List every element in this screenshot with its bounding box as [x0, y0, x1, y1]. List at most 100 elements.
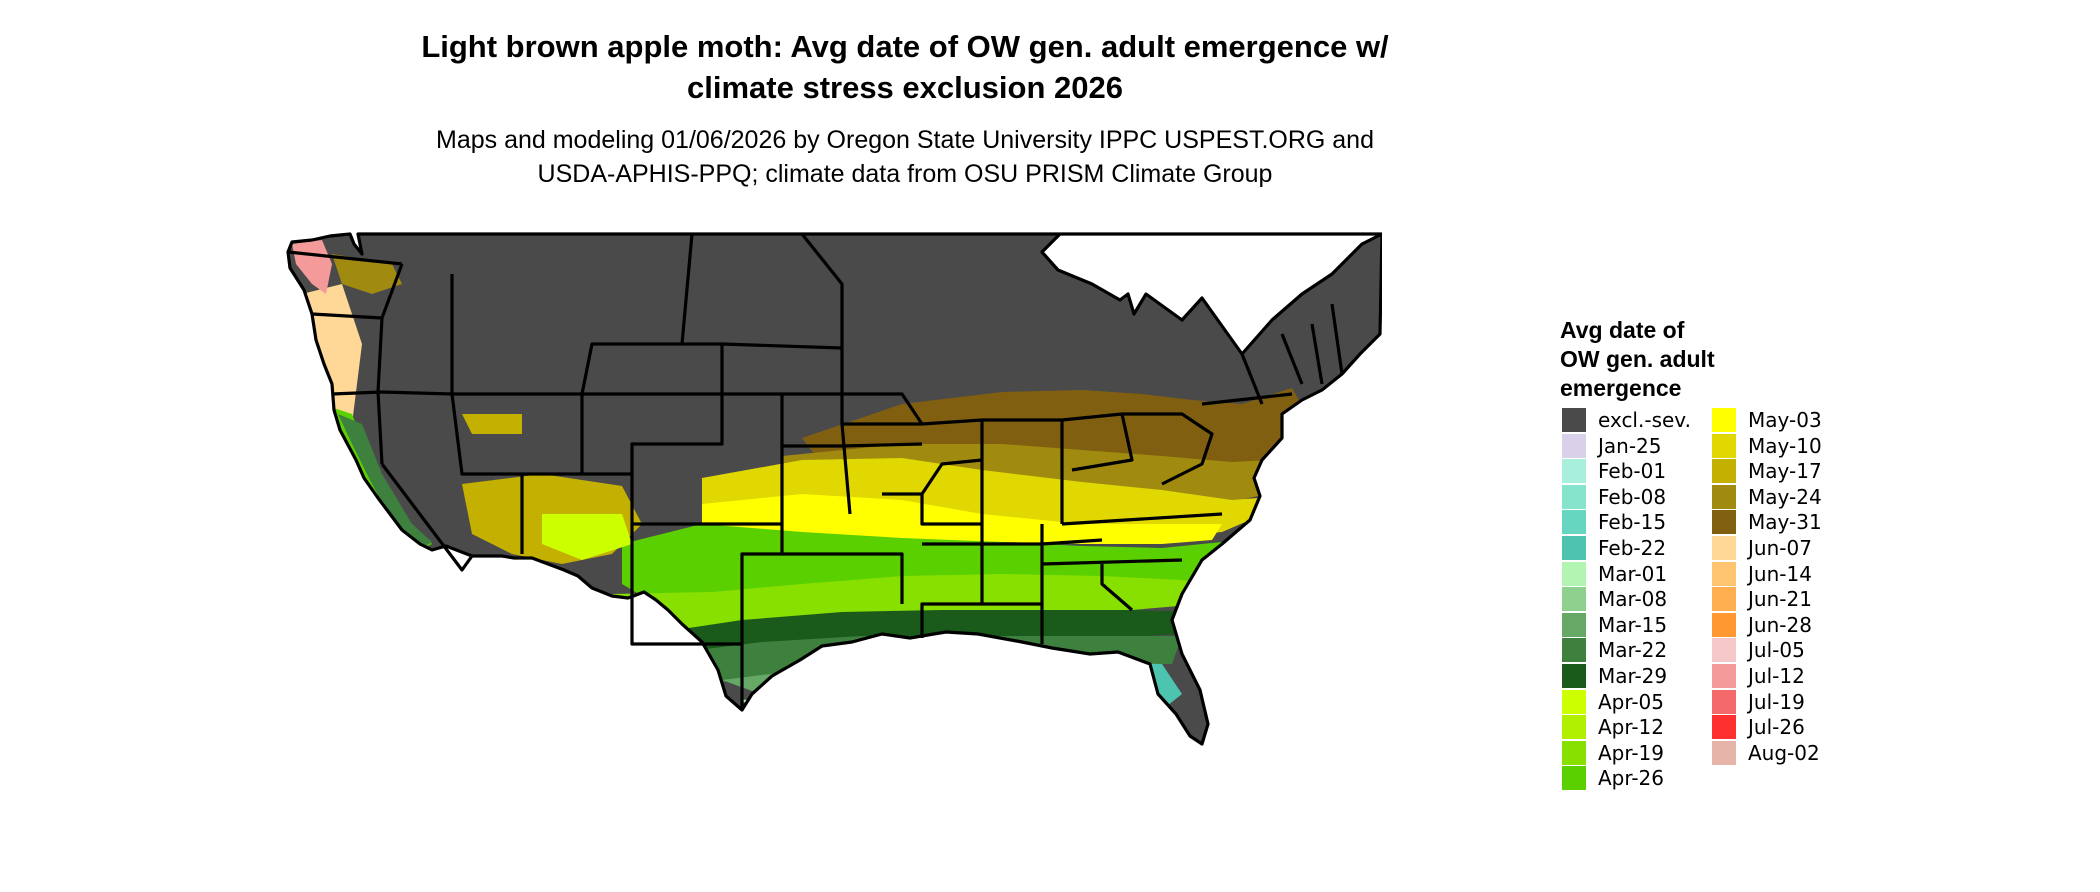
legend-item: Jul-26 [1710, 715, 1860, 741]
legend-label: Apr-26 [1598, 766, 1664, 791]
legend-label: May-24 [1748, 484, 1822, 509]
legend-label: May-17 [1748, 459, 1822, 484]
legend-swatch [1562, 638, 1586, 663]
legend-swatch [1562, 561, 1586, 586]
legend-swatch [1712, 612, 1736, 637]
legend-swatch [1562, 433, 1586, 458]
legend-item: Mar-22 [1560, 638, 1710, 664]
legend-swatch [1712, 459, 1736, 484]
band-west-mar-22 [338, 414, 432, 550]
legend-item: Feb-15 [1560, 510, 1710, 536]
legend-swatch [1562, 612, 1586, 637]
legend-label: Jun-28 [1748, 612, 1812, 637]
legend-item: Mar-15 [1560, 612, 1710, 639]
legend-label: May-10 [1748, 433, 1822, 458]
legend-item: excl.-sev. [1560, 408, 1710, 434]
map-subtitle: Maps and modeling 01/06/2026 by Oregon S… [300, 123, 1510, 191]
band-mar-01 [742, 686, 1172, 730]
legend-label: Jul-26 [1748, 715, 1805, 740]
legend-swatch [1712, 484, 1736, 509]
legend-item: May-24 [1710, 484, 1860, 511]
legend-label: Jul-12 [1748, 663, 1805, 688]
legend-item: Mar-08 [1560, 587, 1710, 613]
legend-label: Jun-14 [1748, 561, 1812, 586]
legend-swatch [1712, 408, 1736, 432]
band-nw-may-24 [332, 254, 402, 294]
legend-swatch [1562, 715, 1586, 740]
legend-item: Jun-07 [1710, 535, 1860, 562]
legend-item: Feb-22 [1560, 535, 1710, 562]
us-map [286, 232, 1382, 864]
legend-swatch [1562, 408, 1586, 432]
band-may-03 [702, 494, 1222, 544]
legend-item: May-31 [1710, 510, 1860, 536]
legend-label: Jul-05 [1748, 638, 1805, 663]
legend-label: Mar-01 [1598, 561, 1668, 586]
legend-item: Jan-25 [1560, 433, 1710, 460]
legend-item: Mar-29 [1560, 663, 1710, 690]
legend-swatch [1712, 638, 1736, 663]
legend-item: Jun-28 [1710, 612, 1860, 639]
legend-swatch [1712, 689, 1736, 714]
legend-swatch [1562, 459, 1586, 484]
legend-swatch [1712, 663, 1736, 688]
legend-item: May-17 [1710, 459, 1860, 485]
legend-label: Feb-15 [1598, 510, 1667, 535]
band-mar-22 [682, 636, 1182, 682]
legend-label: excl.-sev. [1598, 408, 1691, 432]
legend-swatch [1562, 587, 1586, 612]
legend-label: Mar-08 [1598, 587, 1668, 612]
legend-label: Apr-12 [1598, 715, 1664, 740]
legend-item: Jun-21 [1710, 587, 1860, 613]
legend-title-line-2: OW gen. adult [1560, 346, 1715, 372]
band-sw-apr-05 [542, 514, 632, 560]
legend-swatch [1562, 663, 1586, 688]
band-utah-may-17 [462, 414, 522, 434]
map-title: Light brown apple moth: Avg date of OW g… [300, 26, 1510, 108]
legend-label: Feb-22 [1598, 535, 1667, 560]
legend-swatch [1562, 689, 1586, 714]
map-title-line-1: Light brown apple moth: Avg date of OW g… [421, 29, 1389, 64]
legend-label: Jun-07 [1748, 535, 1812, 560]
legend-item: Apr-12 [1560, 715, 1710, 741]
legend-item: Jun-14 [1710, 561, 1860, 588]
legend-label: Jun-21 [1748, 587, 1812, 612]
legend-item: Feb-08 [1560, 484, 1710, 511]
legend-swatch [1562, 535, 1586, 560]
legend-title-line-1: Avg date of [1560, 317, 1685, 343]
legend-item: Apr-19 [1560, 740, 1710, 767]
legend-item: May-10 [1710, 433, 1860, 460]
legend-swatch [1712, 561, 1736, 586]
legend-swatch [1562, 740, 1586, 765]
legend-item: Apr-05 [1560, 689, 1710, 716]
band-jun-07 [302, 284, 412, 554]
legend-item: Feb-01 [1560, 459, 1710, 485]
legend-label: Apr-05 [1598, 689, 1664, 714]
legend-swatch [1712, 510, 1736, 535]
legend-item: Jul-12 [1710, 663, 1860, 690]
legend-label: May-31 [1748, 510, 1822, 535]
band-jan-25 [1182, 824, 1207, 864]
legend-label: Jan-25 [1598, 433, 1662, 458]
legend-item: Aug-02 [1710, 740, 1860, 767]
legend-swatch [1712, 433, 1736, 458]
legend-label: Mar-29 [1598, 663, 1668, 688]
legend-swatch [1712, 535, 1736, 560]
legend-label: Feb-08 [1598, 484, 1667, 509]
legend-item: Mar-01 [1560, 561, 1710, 588]
legend-swatch [1562, 510, 1586, 535]
legend-label: May-03 [1748, 408, 1822, 432]
legend-column-1: excl.-sev. Jan-25 Feb-01 Feb-08 Feb-15 Feb-22… [1560, 408, 1710, 792]
legend-label: Aug-02 [1748, 740, 1820, 765]
state-boundaries [286, 232, 1382, 746]
legend-swatch [1562, 766, 1586, 791]
legend-title: Avg date of OW gen. adult emergence [1560, 316, 1760, 403]
legend-label: Jul-19 [1748, 689, 1805, 714]
legend-title-line-3: emergence [1560, 375, 1682, 401]
legend-item: Jul-19 [1710, 689, 1860, 716]
legend-label: Mar-15 [1598, 612, 1668, 637]
legend-column-2: May-03 May-10 May-17 May-24 May-31 Jun-07 Jun-… [1710, 408, 1860, 766]
legend-label: Apr-19 [1598, 740, 1664, 765]
legend-item: Jul-05 [1710, 638, 1860, 664]
band-mar-15 [722, 662, 1172, 702]
